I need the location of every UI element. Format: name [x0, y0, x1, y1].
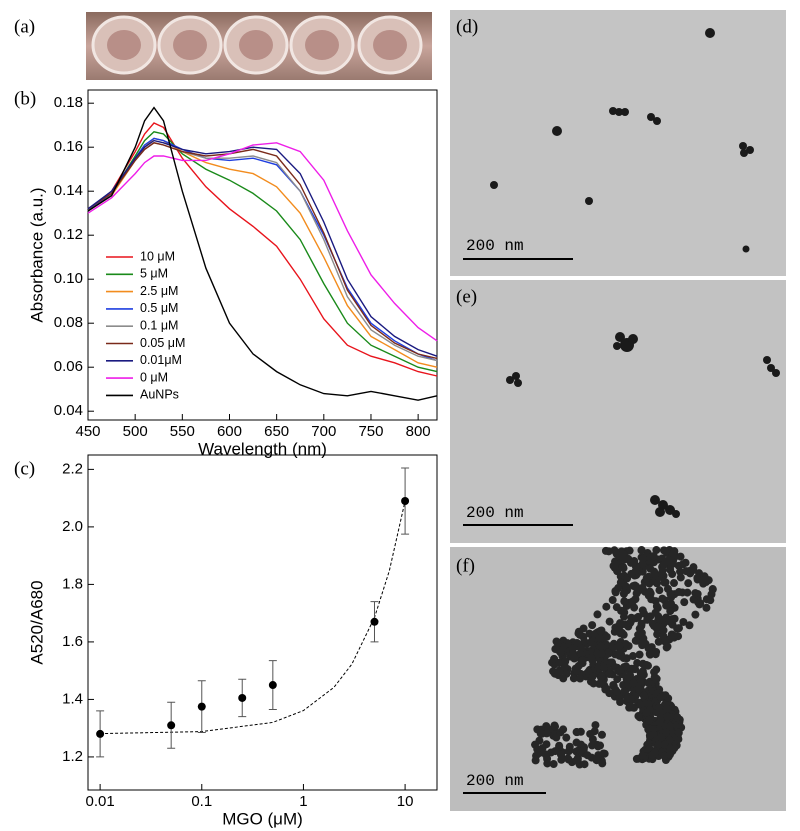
data-point	[401, 497, 410, 506]
x-tick-label: 0.1	[191, 793, 212, 810]
y-tick-label: 1.2	[62, 748, 83, 765]
spectrum-line	[87, 122, 438, 377]
y-tick-label: 0.04	[54, 402, 83, 419]
legend-label: 0.01μM	[140, 353, 182, 367]
panel-label: (b)	[14, 88, 36, 109]
data-point	[370, 617, 379, 626]
legend-label: 0.1 μM	[140, 318, 178, 332]
y-tick-label: 1.4	[62, 690, 83, 707]
legend-label: 0.05 μM	[140, 336, 185, 350]
x-tick-label: 450	[75, 423, 100, 440]
y-tick-label: 0.16	[54, 138, 83, 155]
x-tick-label: 0.01	[86, 793, 115, 810]
y-tick-label: 0.08	[54, 314, 83, 331]
x-axis-label: Wavelength (nm)	[198, 439, 327, 458]
panel-label: (e)	[456, 286, 477, 307]
scale-bar-label: 200 nm	[466, 504, 524, 522]
data-point	[96, 729, 105, 738]
data-point	[197, 702, 206, 711]
legend-label: 0.5 μM	[140, 301, 178, 315]
x-tick-label: 550	[170, 423, 195, 440]
x-tick-label: 500	[123, 423, 148, 440]
plot-frame	[87, 89, 438, 421]
spectrum-line	[87, 131, 438, 373]
y-axis-label: A520/A680	[27, 580, 46, 664]
y-tick-label: 0.12	[54, 226, 83, 243]
x-tick-label: 750	[358, 423, 383, 440]
spectrum-line	[87, 137, 438, 362]
panel-label: (f)	[456, 555, 475, 576]
y-tick-label: 0.14	[54, 182, 83, 199]
legend-label: AuNPs	[140, 388, 179, 402]
y-tick-label: 2.2	[62, 460, 83, 477]
x-tick-label: 800	[406, 423, 431, 440]
x-tick-label: 650	[264, 423, 289, 440]
x-axis-label: MGO (μM)	[222, 809, 303, 828]
tem-images: 200 nm 200 nm 200 nm	[450, 10, 786, 811]
scale-bar-label: 200 nm	[466, 772, 524, 790]
spectrum-line	[87, 142, 438, 360]
x-tick-label: 10	[397, 793, 414, 810]
legend-label: 10 μM	[140, 249, 175, 263]
plot-frame	[87, 454, 438, 791]
x-tick-label: 1	[299, 793, 307, 810]
legend-label: 0 μM	[140, 370, 168, 384]
legend-label: 5 μM	[140, 267, 168, 281]
y-tick-label: 0.06	[54, 358, 83, 375]
photo	[86, 12, 432, 80]
panel-label: (c)	[14, 458, 35, 479]
scale-bar-label: 200 nm	[466, 237, 524, 255]
spectrum-line	[87, 142, 438, 342]
y-axis-label: Absorbance (a.u.)	[27, 187, 46, 322]
panel-label: (d)	[456, 16, 478, 37]
x-tick-label: 600	[217, 423, 242, 440]
y-tick-label: 1.8	[62, 575, 83, 592]
data-point	[268, 681, 277, 690]
x-tick-label: 700	[311, 423, 336, 440]
y-tick-label: 0.18	[54, 94, 83, 111]
y-tick-label: 1.6	[62, 633, 83, 650]
fit-curve	[100, 500, 406, 735]
spectrum-line	[87, 106, 438, 401]
data-point	[167, 721, 176, 730]
data-point	[238, 693, 247, 702]
y-tick-label: 2.0	[62, 518, 83, 535]
legend-label: 2.5 μM	[140, 284, 178, 298]
y-tick-label: 0.10	[54, 270, 83, 287]
panel-label: (a)	[14, 16, 35, 37]
